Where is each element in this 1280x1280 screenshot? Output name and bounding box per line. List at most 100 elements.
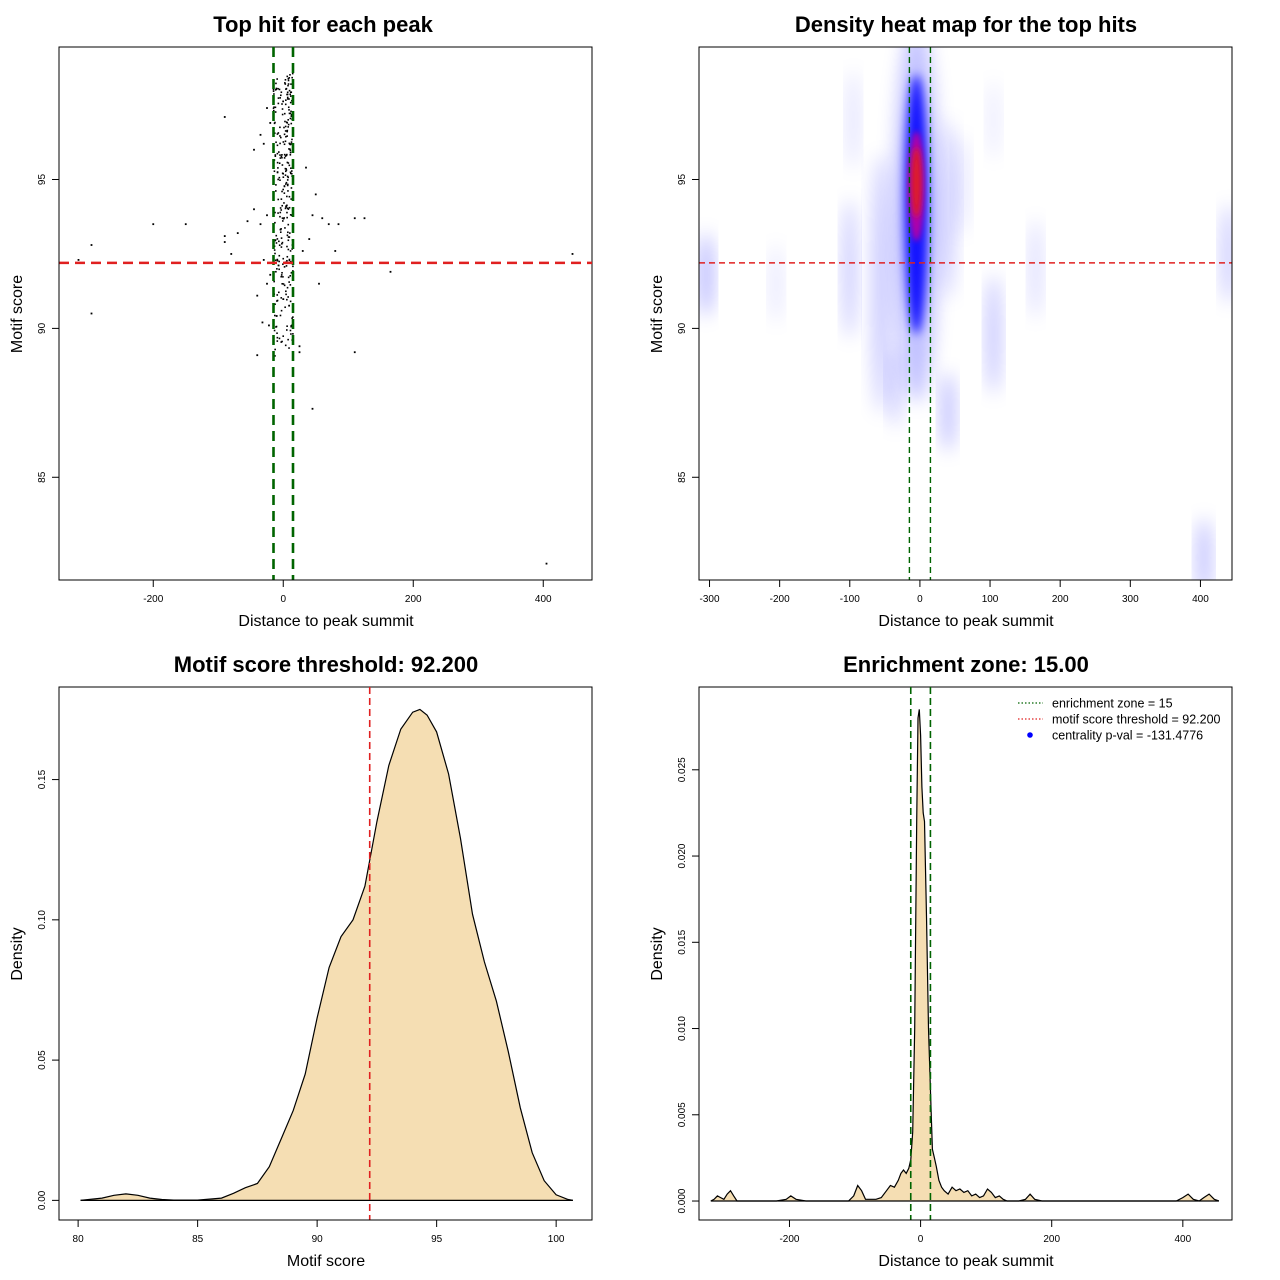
- data-point: [286, 259, 288, 262]
- data-point: [285, 183, 287, 185]
- data-point: [269, 122, 272, 124]
- data-point: [286, 325, 288, 327]
- data-point: [290, 113, 293, 116]
- data-point: [288, 259, 291, 262]
- data-point: [285, 99, 287, 101]
- data-point: [292, 316, 294, 318]
- data-point: [284, 130, 287, 132]
- data-point: [273, 106, 275, 108]
- y-tick-label: 0.10: [37, 910, 48, 930]
- heatmap-reference-lines: [699, 47, 1232, 580]
- data-point: [276, 258, 279, 261]
- data-point: [286, 211, 288, 214]
- data-point: [262, 259, 265, 261]
- data-point: [275, 87, 278, 90]
- data-point: [286, 91, 289, 94]
- data-point: [281, 220, 284, 222]
- data-point: [280, 274, 283, 276]
- y-tick-label: 85: [37, 471, 48, 483]
- data-point: [285, 205, 287, 207]
- data-point: [285, 293, 287, 296]
- y-tick-label: 0.005: [677, 1102, 688, 1127]
- x-tick-label: 0: [917, 594, 923, 605]
- data-point: [274, 154, 277, 156]
- data-point: [286, 129, 289, 132]
- data-point: [276, 161, 279, 164]
- data-point: [274, 106, 277, 109]
- data-point: [275, 82, 277, 85]
- data-point: [287, 83, 290, 85]
- data-point: [281, 241, 284, 244]
- legend-label: enrichment zone = 15: [1052, 697, 1173, 711]
- data-point: [281, 190, 283, 193]
- x-tick-label: 85: [192, 1234, 204, 1245]
- density-blob: [889, 347, 902, 428]
- data-point: [276, 78, 278, 80]
- heatmap-y-label: Motif score: [649, 275, 666, 353]
- data-point: [286, 122, 289, 124]
- data-point: [289, 143, 291, 145]
- data-point: [283, 202, 285, 204]
- data-point: [288, 347, 290, 349]
- data-point: [286, 93, 288, 96]
- data-point: [286, 207, 289, 210]
- data-point: [279, 157, 282, 159]
- data-point: [281, 164, 284, 166]
- data-point: [281, 340, 283, 343]
- score-density-panel: Motif score threshold: 92.200 80 85 90 95 10…: [9, 652, 593, 1270]
- data-point: [277, 97, 280, 99]
- x-tick-label: 95: [431, 1234, 443, 1245]
- data-point: [275, 325, 278, 328]
- data-point: [278, 268, 280, 271]
- data-point: [286, 135, 288, 137]
- data-point: [280, 198, 283, 200]
- density-blob: [843, 198, 856, 339]
- data-point: [287, 276, 290, 279]
- data-point: [285, 135, 287, 138]
- data-point: [291, 317, 293, 319]
- y-tick-label: 90: [37, 322, 48, 334]
- data-point: [287, 190, 289, 192]
- data-point: [284, 82, 286, 84]
- data-point: [276, 171, 279, 174]
- data-point: [298, 351, 301, 354]
- data-point: [289, 275, 292, 277]
- data-point: [290, 172, 293, 175]
- data-point: [273, 170, 276, 173]
- data-point: [283, 112, 286, 115]
- x-tick-label: 80: [73, 1234, 85, 1245]
- data-point: [184, 223, 187, 226]
- data-point: [290, 325, 292, 328]
- data-point: [279, 135, 281, 137]
- data-point: [275, 190, 277, 192]
- data-point: [279, 211, 282, 214]
- heatmap-x-axis: -300 -200 -100 0 100 200 300 400: [700, 579, 1209, 605]
- data-point: [261, 321, 264, 324]
- data-point: [90, 244, 93, 246]
- data-point: [291, 248, 293, 250]
- data-point: [286, 255, 289, 258]
- data-point: [282, 283, 285, 285]
- data-point: [279, 314, 282, 317]
- data-point: [275, 242, 278, 244]
- data-point: [285, 206, 287, 208]
- score-density-x-axis: 80 85 90 95 100: [73, 1219, 565, 1245]
- data-point: [266, 214, 268, 217]
- x-tick-label: 0: [280, 594, 286, 605]
- data-point: [236, 232, 239, 235]
- data-point: [275, 184, 277, 186]
- data-point: [256, 294, 259, 297]
- density-blob: [987, 274, 1000, 395]
- data-point: [277, 198, 280, 201]
- y-tick-label: 0.05: [37, 1050, 48, 1070]
- data-point: [290, 198, 292, 200]
- data-point: [90, 312, 93, 315]
- data-point: [287, 223, 290, 226]
- data-point: [292, 270, 294, 272]
- data-point: [280, 309, 283, 312]
- data-point: [277, 87, 279, 90]
- data-point: [289, 232, 291, 234]
- data-point: [275, 270, 277, 273]
- x-tick-label: 200: [1052, 594, 1069, 605]
